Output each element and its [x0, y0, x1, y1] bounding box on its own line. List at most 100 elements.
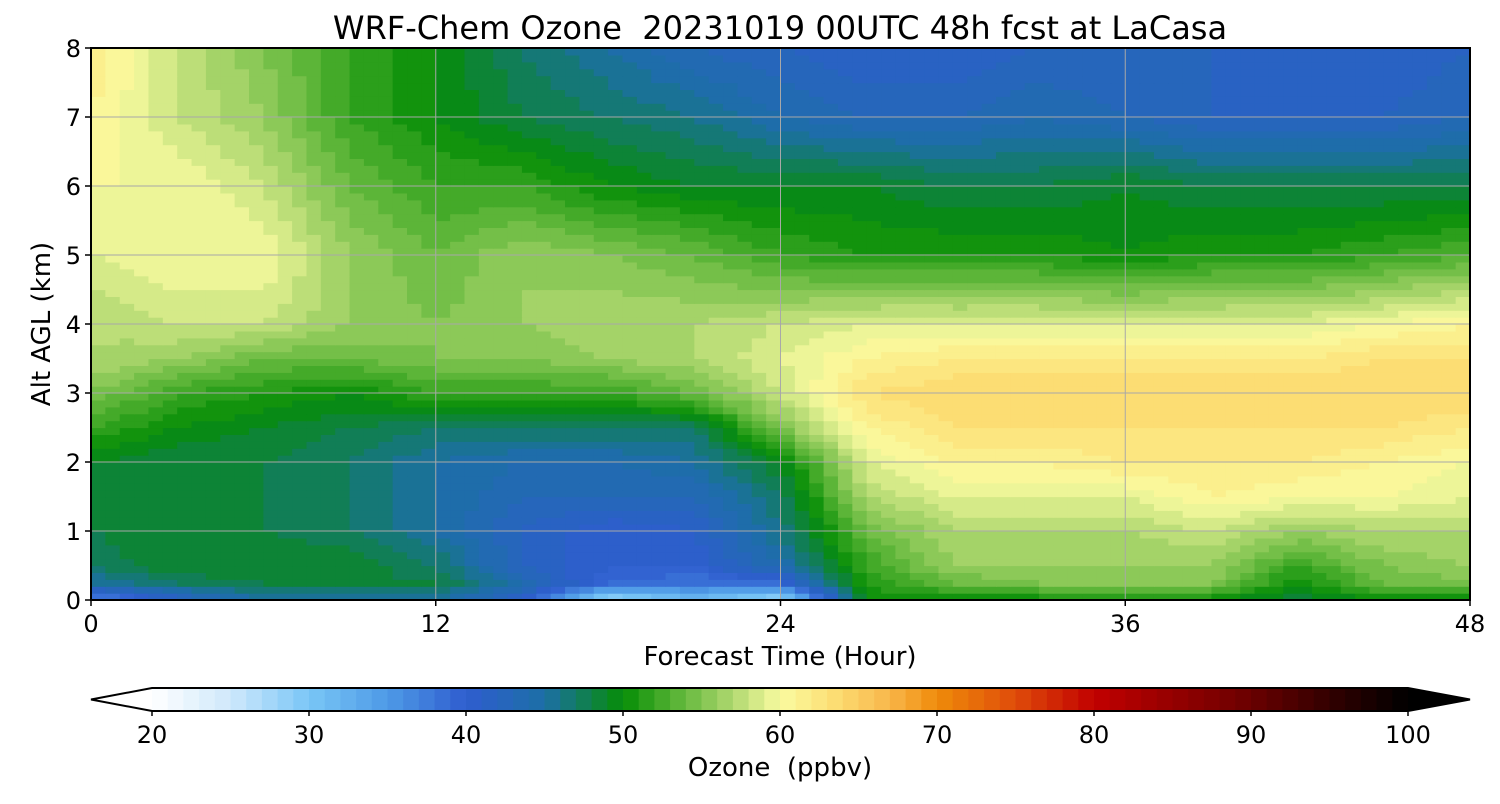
heatmap-cell	[1398, 468, 1414, 477]
heatmap-cell	[292, 551, 308, 560]
heatmap-cell	[1398, 275, 1414, 284]
heatmap-cell	[1311, 399, 1327, 408]
heatmap-cell	[277, 344, 293, 353]
heatmap-cell	[1039, 441, 1055, 449]
heatmap-cell	[1340, 420, 1356, 429]
heatmap-cell	[1240, 337, 1256, 346]
heatmap-cell	[837, 330, 853, 339]
heatmap-cell	[335, 296, 351, 304]
heatmap-cell	[464, 593, 480, 600]
heatmap-cell	[1340, 427, 1356, 435]
heatmap-cell	[679, 496, 695, 504]
heatmap-cell	[1039, 406, 1055, 415]
heatmap-cell	[622, 572, 638, 580]
heatmap-cell	[1412, 420, 1428, 429]
heatmap-cell	[952, 579, 968, 587]
heatmap-cell	[435, 296, 451, 304]
heatmap-cell	[1225, 241, 1241, 249]
heatmap-cell	[651, 565, 667, 573]
heatmap-cell	[895, 303, 911, 311]
heatmap-cell	[249, 537, 264, 546]
heatmap-cell	[363, 496, 379, 504]
heatmap-cell	[1283, 482, 1299, 491]
heatmap-cell	[1010, 420, 1026, 429]
heatmap-cell	[579, 358, 595, 366]
heatmap-cell	[162, 475, 178, 484]
heatmap-cell	[665, 413, 681, 422]
heatmap-cell	[335, 441, 351, 449]
heatmap-cell	[177, 255, 193, 263]
heatmap-cell	[866, 434, 882, 442]
heatmap-cell	[1096, 510, 1112, 518]
heatmap-cell	[148, 420, 164, 429]
heatmap-cell	[191, 462, 207, 470]
heatmap-cell	[105, 358, 121, 366]
heatmap-cell	[1283, 310, 1299, 318]
heatmap-cell	[1082, 510, 1098, 518]
heatmap-cell	[651, 393, 667, 401]
heatmap-cell	[1441, 537, 1457, 546]
heatmap-cell	[536, 448, 552, 456]
heatmap-cell	[866, 524, 882, 532]
heatmap-cell	[1268, 517, 1284, 525]
heatmap-cell	[1398, 503, 1414, 511]
heatmap-cell	[1067, 544, 1083, 553]
heatmap-cell	[220, 531, 236, 539]
heatmap-cell	[177, 475, 193, 484]
heatmap-cell	[435, 358, 451, 366]
heatmap-cell	[708, 282, 724, 291]
heatmap-cell	[234, 317, 250, 325]
heatmap-cell	[1039, 572, 1055, 580]
heatmap-cell	[1283, 448, 1299, 456]
heatmap-cell	[1297, 275, 1313, 284]
heatmap-cell	[1369, 324, 1385, 332]
heatmap-cell	[837, 517, 853, 525]
heatmap-cell	[579, 261, 595, 270]
heatmap-cell	[407, 551, 422, 560]
heatmap-cell	[809, 365, 825, 373]
heatmap-cell	[478, 503, 494, 511]
heatmap-cell	[1412, 337, 1428, 346]
heatmap-cell	[1125, 455, 1141, 463]
heatmap-cell	[1412, 324, 1428, 332]
heatmap-cell	[823, 406, 839, 415]
heatmap-cell	[895, 330, 911, 339]
heatmap-cell	[421, 586, 437, 594]
heatmap-cell	[1283, 441, 1299, 449]
heatmap-cell	[478, 275, 494, 284]
heatmap-cell	[794, 524, 810, 532]
heatmap-cell	[1082, 303, 1098, 311]
heatmap-cell	[263, 241, 279, 249]
heatmap-cell	[895, 268, 911, 277]
heatmap-cell	[507, 261, 523, 270]
heatmap-cell	[924, 427, 940, 435]
heatmap-cell	[392, 358, 408, 366]
heatmap-cell	[105, 248, 121, 256]
heatmap-cell	[349, 586, 365, 594]
heatmap-cell	[579, 379, 595, 387]
heatmap-cell	[651, 303, 667, 311]
heatmap-cell	[177, 593, 193, 600]
heatmap-cell	[924, 386, 940, 394]
heatmap-cell	[1340, 537, 1356, 546]
heatmap-cell	[1268, 413, 1284, 422]
heatmap-cell	[895, 344, 911, 353]
heatmap-cell	[723, 558, 738, 567]
heatmap-cell	[1024, 524, 1040, 532]
heatmap-cell	[636, 282, 652, 291]
heatmap-cell	[1426, 489, 1442, 498]
heatmap-cell	[1010, 544, 1026, 553]
heatmap-cell	[1412, 544, 1428, 553]
heatmap-cell	[1168, 344, 1184, 353]
heatmap-cell	[421, 503, 437, 511]
heatmap-cell	[1225, 427, 1241, 435]
heatmap-cell	[1168, 255, 1184, 263]
heatmap-cell	[1182, 537, 1198, 546]
heatmap-cell	[967, 324, 983, 332]
heatmap-cell	[1039, 531, 1055, 539]
heatmap-cell	[1326, 413, 1342, 422]
heatmap-cell	[1053, 337, 1069, 346]
heatmap-cell	[981, 255, 997, 263]
heatmap-cell	[1383, 317, 1399, 325]
heatmap-cell	[521, 572, 537, 580]
